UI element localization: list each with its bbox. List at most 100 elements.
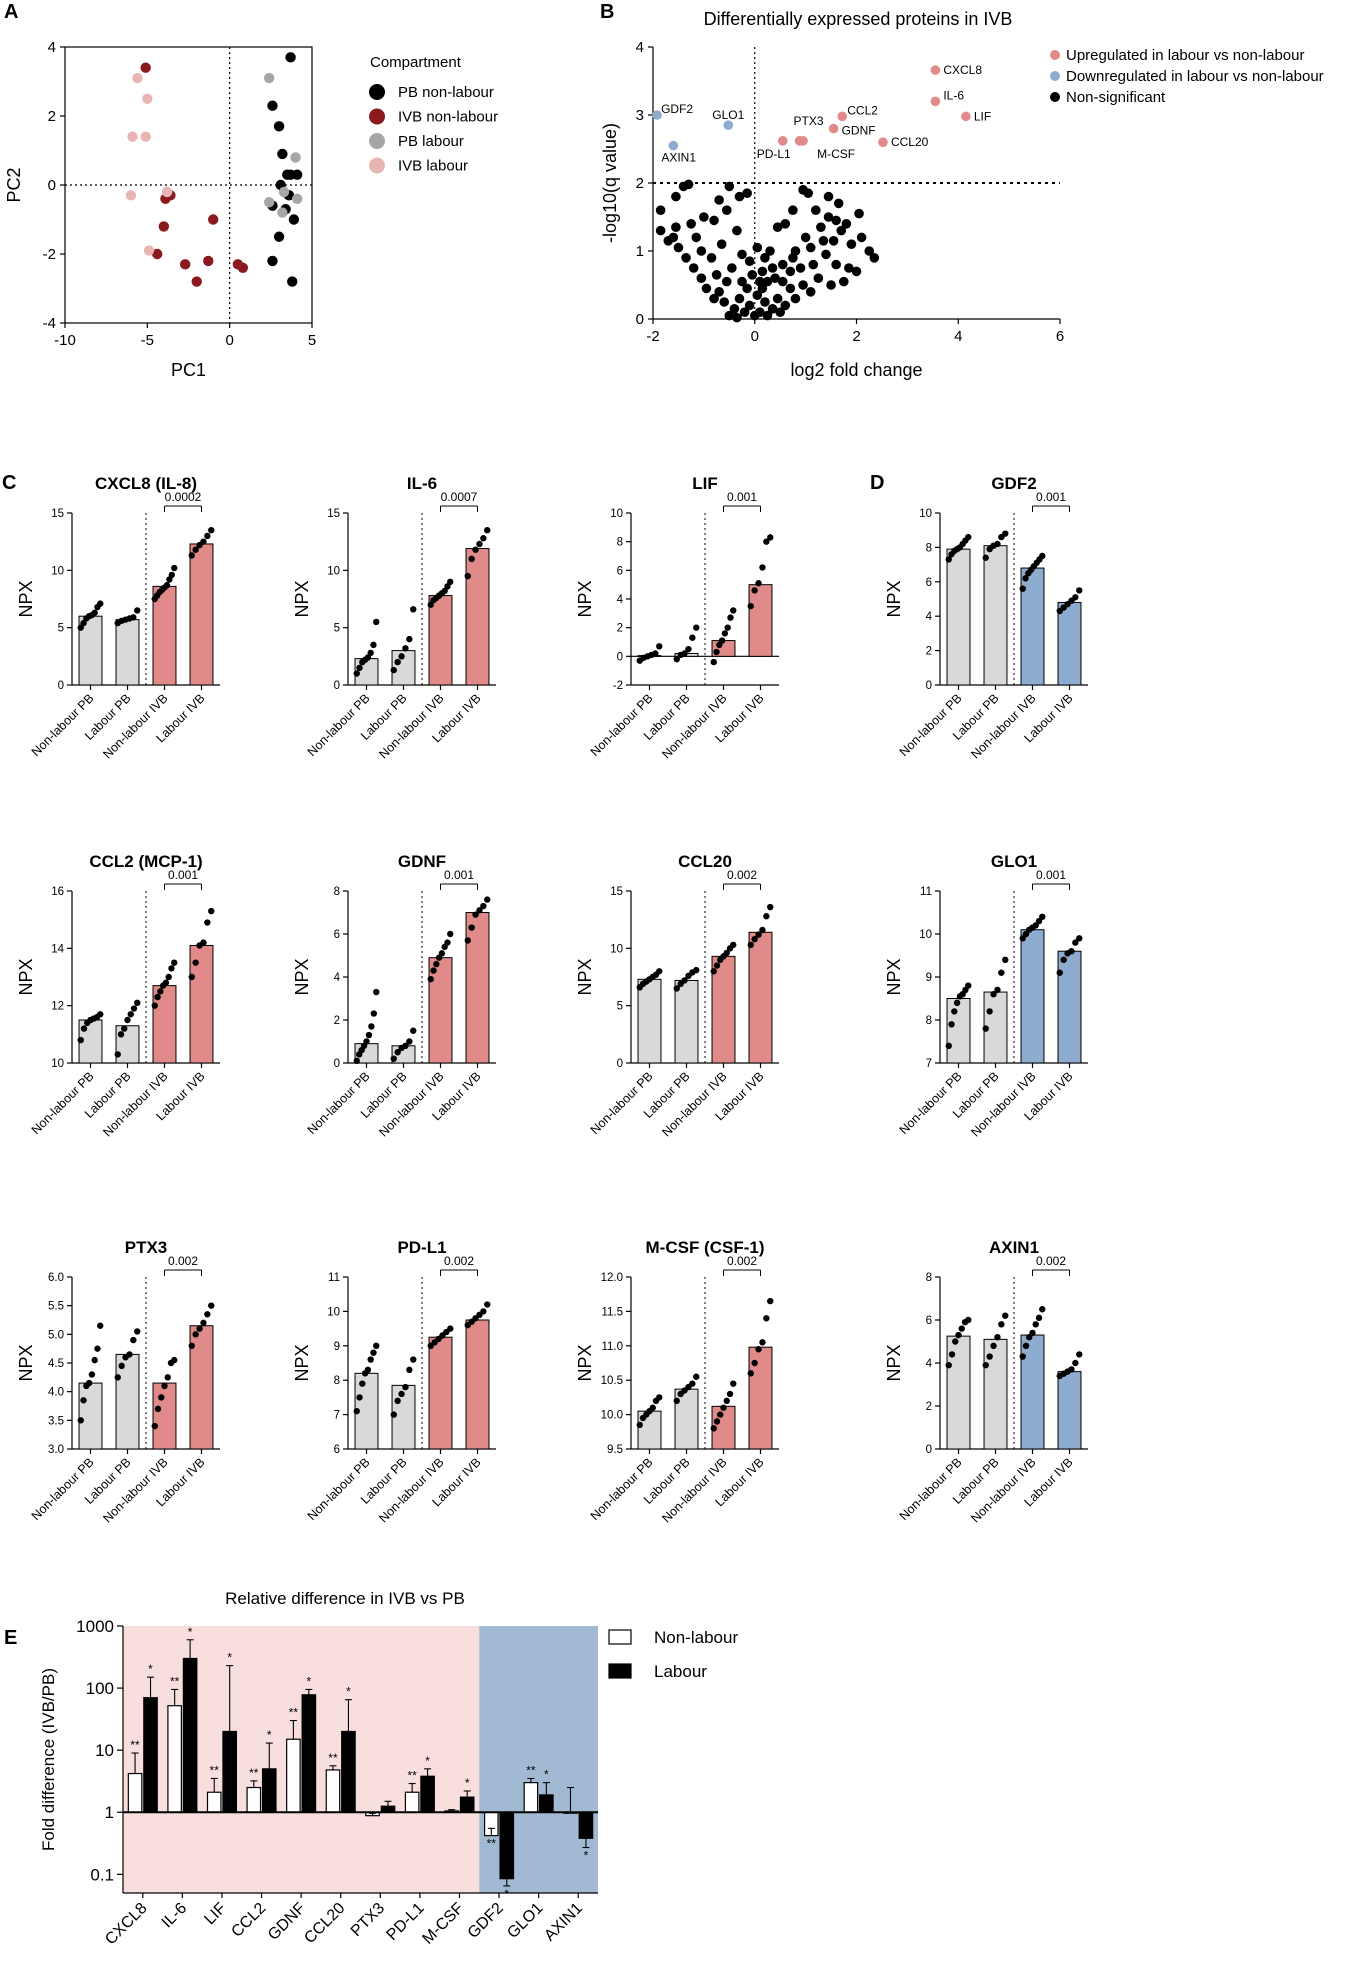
data-point <box>710 1425 717 1432</box>
point-nonsignificant <box>744 300 755 311</box>
data-point <box>373 618 380 626</box>
p-value-label: 0.001 <box>1036 490 1066 504</box>
x-tick-label: Non-labour IVB <box>659 1455 729 1525</box>
point-nonsignificant <box>709 293 719 304</box>
data-point <box>484 527 491 534</box>
point-nonsignificant <box>721 205 732 215</box>
point-nonsignificant <box>788 252 798 263</box>
x-tick-label: GDF2 <box>465 1900 507 1942</box>
data-point <box>394 1049 401 1056</box>
legend-label: PB non-labour <box>398 84 494 101</box>
data-point <box>713 1418 721 1425</box>
point-gdnf <box>828 123 839 134</box>
x-tick-label: -2 <box>646 328 659 345</box>
data-point <box>353 1407 360 1415</box>
data-point <box>91 1356 98 1364</box>
point-nonsignificant <box>828 236 839 246</box>
x-tick-label: Non-labour IVB <box>100 1455 170 1525</box>
y-tick-label: 8 <box>926 1015 932 1027</box>
bar-labour <box>143 1697 158 1813</box>
point-nonsignificant <box>696 273 707 284</box>
data-point <box>398 1390 405 1398</box>
data-point <box>433 960 440 968</box>
y-tick-label: 4 <box>926 611 933 623</box>
bar-labour <box>222 1730 238 1813</box>
data-point <box>353 670 360 677</box>
data-point <box>430 967 437 974</box>
point-0 <box>277 148 288 160</box>
data-point <box>945 556 952 563</box>
data-point <box>171 1356 178 1364</box>
y-tick-label: 4 <box>334 972 341 984</box>
data-point <box>368 1023 375 1030</box>
point-nonsignificant <box>800 232 811 243</box>
point-1 <box>208 214 219 225</box>
data-point <box>151 1002 158 1009</box>
point-il-6 <box>930 96 941 107</box>
bar-non-labour <box>167 1705 182 1813</box>
data-point <box>373 1342 380 1350</box>
point-2 <box>263 197 275 208</box>
point-0 <box>291 169 303 180</box>
data-point <box>685 645 692 653</box>
data-point <box>730 607 737 614</box>
significance-mark: ** <box>210 1763 220 1777</box>
data-point <box>406 1038 413 1045</box>
data-point <box>994 540 1001 548</box>
point-3 <box>142 93 153 104</box>
panel-title: CCL2 (MCP-1) <box>89 852 202 871</box>
data-point <box>80 1397 87 1404</box>
x-tick-label: -5 <box>141 332 154 349</box>
x-tick-label: 0 <box>225 332 233 349</box>
bar-3 <box>1057 601 1082 686</box>
significance-mark: * <box>148 1662 153 1676</box>
point-nonsignificant <box>775 307 785 318</box>
y-tick-label: 3 <box>636 107 644 124</box>
panel-label-a: A <box>4 1 18 23</box>
significance-mark: ** <box>328 1751 338 1765</box>
data-point <box>394 658 401 666</box>
data-point <box>1076 587 1083 594</box>
point-nonsignificant <box>747 270 758 280</box>
x-tick-label: CCL20 <box>301 1900 348 1947</box>
point-1 <box>180 259 191 270</box>
point-nonsignificant <box>701 283 712 294</box>
data-point <box>1039 1306 1046 1313</box>
point-0 <box>273 121 285 132</box>
x-tick-label: Non-labour IVB <box>376 1455 446 1525</box>
y-axis-label: NPX <box>575 580 595 617</box>
point-nonsignificant <box>732 312 742 323</box>
point-label: CCL20 <box>891 135 929 149</box>
significance-mark: * <box>544 1768 549 1782</box>
point-nonsignificant <box>724 181 735 192</box>
x-tick-label: Non-labour IVB <box>100 1069 170 1139</box>
significance-mark: ** <box>170 1674 180 1688</box>
y-tick-label: 10 <box>610 508 623 520</box>
point-nonsignificant <box>762 310 773 321</box>
x-tick-label: Non-labour IVB <box>376 691 446 761</box>
x-axis-label: log2 fold change <box>790 360 922 380</box>
data-point <box>673 985 680 992</box>
y-tick-label: 6.0 <box>48 1272 64 1284</box>
y-tick-label: 12.0 <box>601 1272 623 1284</box>
data-point <box>480 1308 487 1315</box>
y-tick-label: 9 <box>926 972 932 984</box>
x-tick-label: 4 <box>954 328 962 345</box>
data-point <box>464 572 471 580</box>
p-value-label: 0.0007 <box>441 490 478 504</box>
data-point <box>402 1042 409 1050</box>
data-point <box>724 624 731 631</box>
data-point <box>747 602 754 610</box>
data-point <box>472 911 479 918</box>
y-tick-label: 10 <box>327 565 340 577</box>
data-point <box>1035 1314 1043 1322</box>
y-axis-label: -log10(q value) <box>600 123 620 243</box>
x-tick-label: Non-labour PB <box>29 691 97 759</box>
y-tick-label: 7 <box>334 1410 340 1422</box>
bar-labour <box>341 1730 356 1813</box>
y-tick-label: 8 <box>926 542 932 554</box>
point-nonsignificant <box>663 236 674 246</box>
data-point <box>713 648 720 656</box>
legend-title: Compartment <box>370 54 462 71</box>
